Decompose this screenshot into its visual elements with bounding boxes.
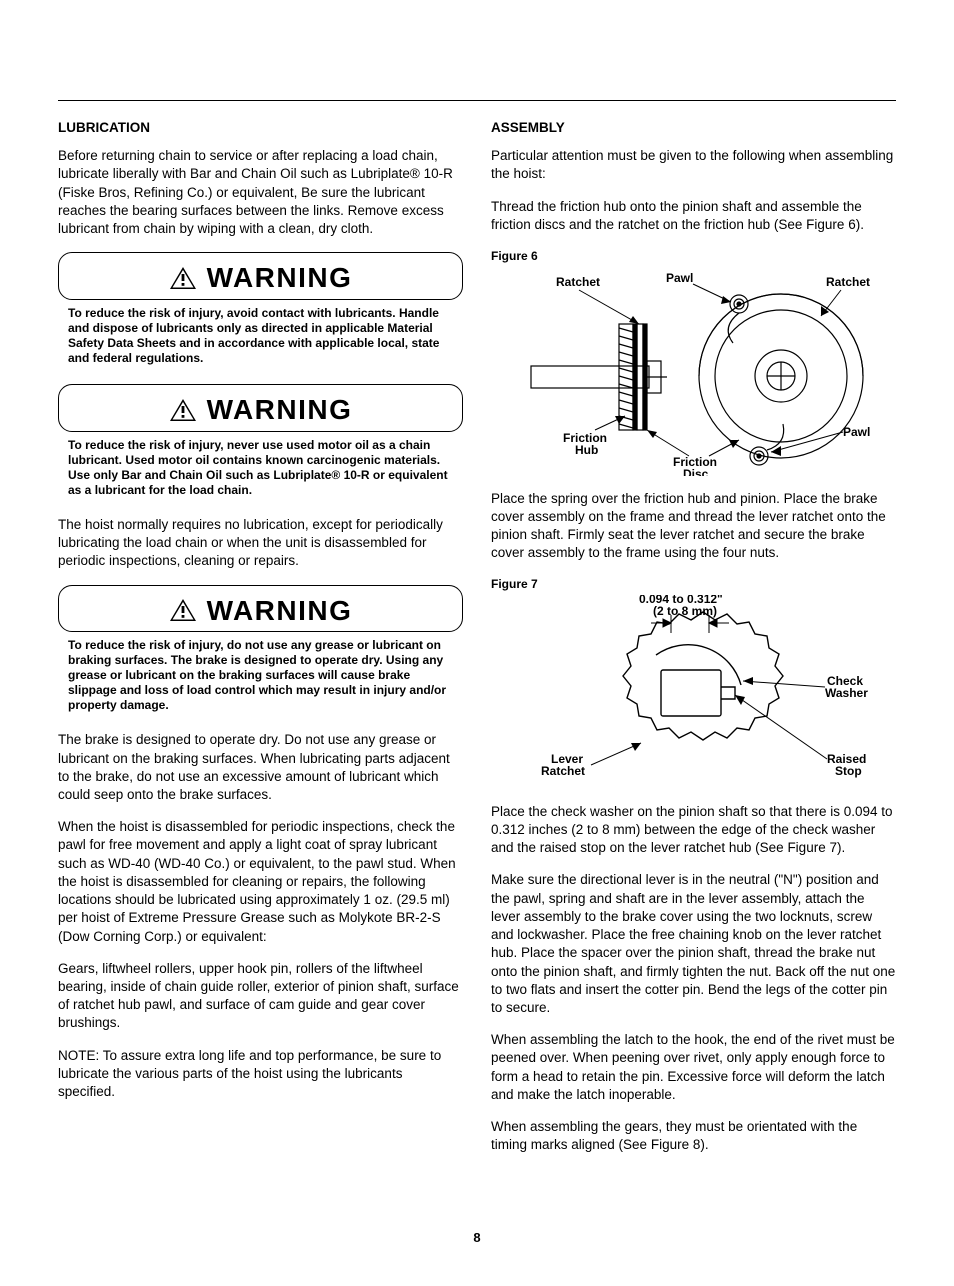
two-column-layout: LUBRICATION Before returning chain to se… xyxy=(58,119,896,1169)
right-p6: When assembling the latch to the hook, t… xyxy=(491,1031,896,1104)
right-p2: Thread the friction hub onto the pinion … xyxy=(491,198,896,234)
warning-body-2: To reduce the risk of injury, never use … xyxy=(58,438,463,506)
figure-7: Figure 7 xyxy=(491,576,896,794)
figure-6: Figure 6 xyxy=(491,248,896,481)
warning-body-1: To reduce the risk of injury, avoid cont… xyxy=(58,306,463,374)
left-p6: NOTE: To assure extra long life and top … xyxy=(58,1047,463,1102)
right-p5: Make sure the directional lever is in th… xyxy=(491,871,896,1017)
figure-7-label: Figure 7 xyxy=(491,576,896,592)
fig7-check-washer: CheckWasher xyxy=(825,674,868,700)
fig6-friction-hub: FrictionHub xyxy=(563,431,607,457)
right-p4: Place the check washer on the pinion sha… xyxy=(491,803,896,858)
warning-triangle-icon xyxy=(169,398,197,422)
left-p5: Gears, liftwheel rollers, upper hook pin… xyxy=(58,960,463,1033)
fig6-friction-disc: FrictionDisc xyxy=(673,455,717,476)
assembly-heading: ASSEMBLY xyxy=(491,119,896,137)
right-p7: When assembling the gears, they must be … xyxy=(491,1118,896,1154)
warning-box-1: WARNING xyxy=(58,252,463,300)
page-number: 8 xyxy=(58,1229,896,1247)
top-rule xyxy=(58,100,896,101)
left-column: LUBRICATION Before returning chain to se… xyxy=(58,119,463,1169)
fig6-ratchet2: Ratchet xyxy=(826,275,870,289)
warning-triangle-icon xyxy=(169,598,197,622)
warning-word-3: WARNING xyxy=(207,592,353,630)
figure-6-svg: Ratchet Pawl Ratchet Pawl FrictionHub xyxy=(491,266,896,476)
lubrication-heading: LUBRICATION xyxy=(58,119,463,137)
right-p3: Place the spring over the friction hub a… xyxy=(491,490,896,563)
left-p1: Before returning chain to service or aft… xyxy=(58,147,463,238)
left-p4: When the hoist is disassembled for perio… xyxy=(58,818,463,946)
left-p3: The brake is designed to operate dry. Do… xyxy=(58,731,463,804)
warning-box-3: WARNING xyxy=(58,585,463,633)
warning-triangle-icon xyxy=(169,266,197,290)
fig6-ratchet1: Ratchet xyxy=(556,275,600,289)
warning-word-1: WARNING xyxy=(207,259,353,297)
warning-header-1: WARNING xyxy=(59,253,462,299)
figure-6-label: Figure 6 xyxy=(491,248,896,264)
warning-body-3: To reduce the risk of injury, do not use… xyxy=(58,638,463,721)
right-column: ASSEMBLY Particular attention must be gi… xyxy=(491,119,896,1169)
fig7-dim: 0.094 to 0.312"(2 to 8 mm) xyxy=(639,595,723,618)
fig7-raised-stop: RaisedStop xyxy=(827,752,866,778)
warning-header-3: WARNING xyxy=(59,586,462,632)
fig7-lever-ratchet: LeverRatchet xyxy=(541,752,585,778)
warning-header-2: WARNING xyxy=(59,385,462,431)
warning-word-2: WARNING xyxy=(207,391,353,429)
warning-box-2: WARNING xyxy=(58,384,463,432)
right-p1: Particular attention must be given to th… xyxy=(491,147,896,183)
left-p2: The hoist normally requires no lubricati… xyxy=(58,516,463,571)
fig6-pawl1: Pawl xyxy=(666,271,693,285)
fig6-pawl2: Pawl xyxy=(843,425,870,439)
figure-7-svg: 0.094 to 0.312"(2 to 8 mm) CheckWasher R… xyxy=(491,595,896,790)
